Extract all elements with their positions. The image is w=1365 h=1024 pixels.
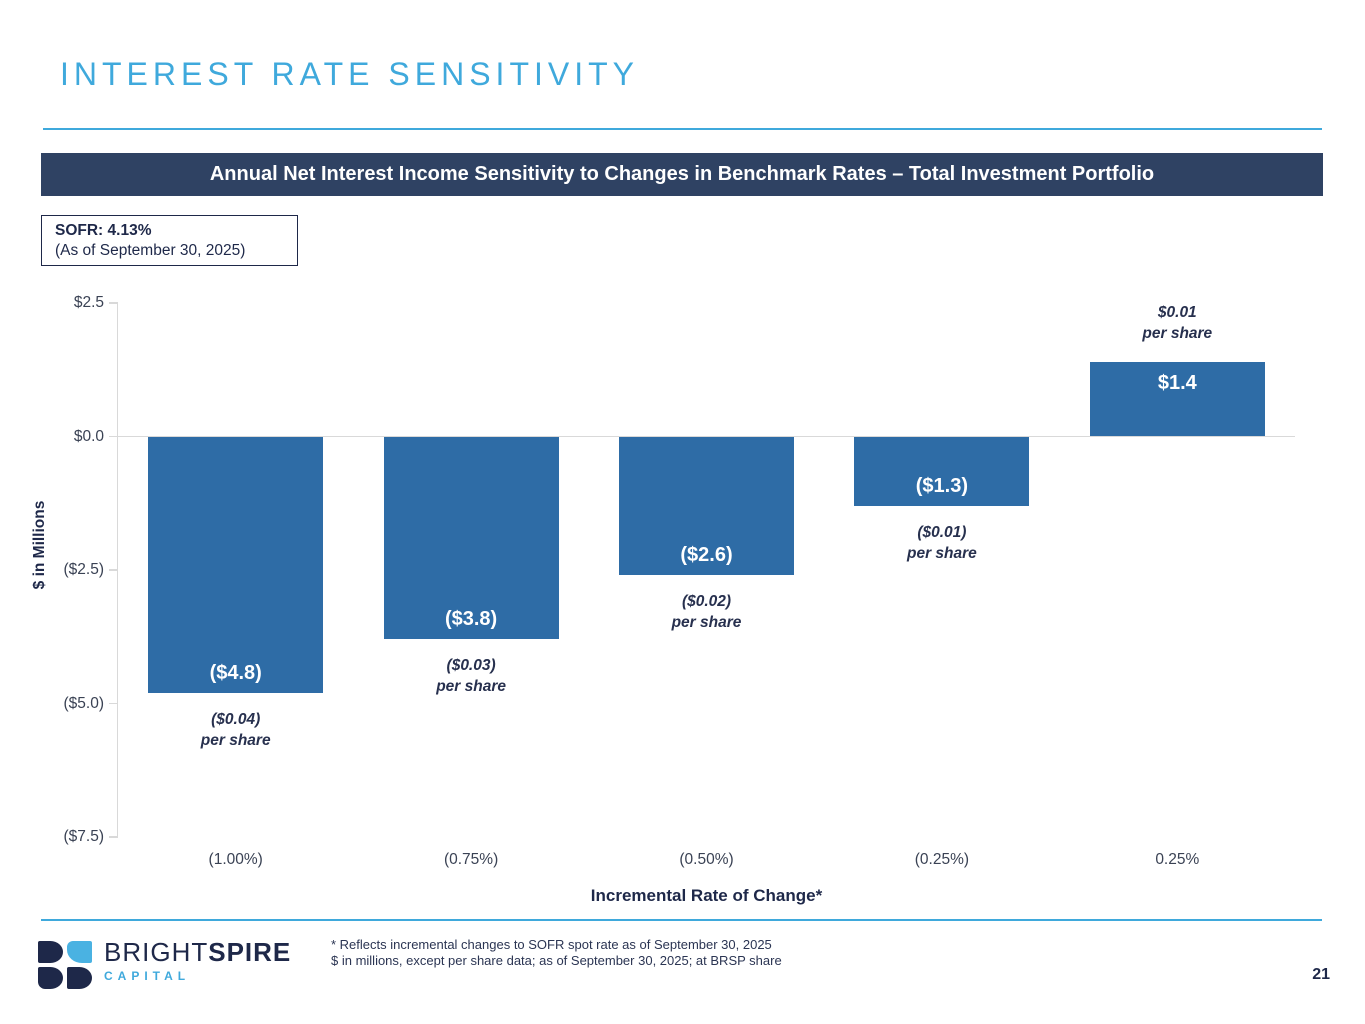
chart-title-banner: Annual Net Interest Income Sensitivity t…: [41, 153, 1323, 196]
logo-block-top-left: [38, 941, 63, 963]
y-tick-mark: [109, 435, 118, 438]
bar-value-label: ($4.8): [209, 661, 262, 684]
page-title: INTEREST RATE SENSITIVITY: [60, 56, 639, 92]
per-share-caption: per share: [436, 678, 506, 696]
logo-block-top-right: [67, 941, 92, 963]
per-share-caption: per share: [200, 731, 271, 749]
per-share-caption: per share: [671, 614, 742, 632]
brand-name: BRIGHTSPIRE: [104, 938, 291, 966]
y-tick-mark: [109, 702, 118, 705]
bar: ($3.8): [383, 436, 559, 640]
sofr-callout-box: SOFR: 4.13% (As of September 30, 2025): [41, 215, 298, 266]
bar: ($4.8): [148, 436, 324, 693]
footer-divider: [41, 919, 1322, 921]
per-share-caption: per share: [1142, 324, 1213, 342]
brand-capital: CAPITAL: [104, 969, 191, 983]
x-tick-label: (0.75%): [443, 851, 499, 868]
chart-title: Annual Net Interest Income Sensitivity t…: [209, 163, 1155, 185]
y-tick-mark: [109, 302, 118, 304]
x-axis-title: Incremental Rate of Change*: [590, 886, 823, 905]
title-divider: [43, 128, 1322, 130]
per-share-label: ($0.04) per share: [136, 709, 336, 751]
per-share-value: ($0.02): [681, 593, 732, 611]
bar-value-label: ($3.8): [444, 608, 498, 631]
footnote-millions: $ in millions, except per share data; as…: [331, 952, 782, 968]
y-tick-label: $0.0: [73, 427, 104, 445]
brand-bright: BRIGHT: [104, 937, 209, 967]
y-tick-label: ($2.5): [63, 561, 105, 578]
sofr-as-of-date: (As of September 30, 2025): [55, 242, 246, 259]
per-share-label: ($0.03) per share: [371, 655, 571, 697]
footnotes: * Reflects incremental changes to SOFR s…: [331, 937, 782, 968]
page-number: 21: [1312, 966, 1330, 983]
sofr-rate: SOFR: 4.13%: [55, 222, 152, 239]
per-share-label: ($0.02) per share: [607, 591, 807, 633]
per-share-value: ($0.04): [211, 710, 261, 728]
x-tick-label: 0.25%: [1155, 851, 1200, 868]
bar-value-label: ($2.6): [680, 544, 733, 567]
bar: ($2.6): [619, 436, 794, 576]
y-tick-mark: [109, 569, 118, 571]
per-share-value: $0.01: [1157, 303, 1197, 321]
bar: $1.4: [1089, 361, 1265, 437]
logo-block-bottom-left: [38, 967, 63, 989]
x-tick-label: (0.50%): [679, 851, 734, 868]
y-tick-label: $2.5: [73, 294, 104, 311]
logo-block-bottom-right: [67, 967, 92, 989]
brightspire-logo: BRIGHTSPIRE CAPITAL: [38, 938, 291, 989]
logo-text: BRIGHTSPIRE CAPITAL: [104, 938, 291, 983]
per-share-caption: per share: [906, 544, 977, 562]
brand-spire: SPIRE: [208, 937, 292, 967]
y-tick-label: ($5.0): [63, 694, 105, 712]
per-share-label: ($0.01) per share: [842, 522, 1042, 564]
brightspire-logo-icon: [38, 941, 92, 989]
bar-value-label: $1.4: [1157, 371, 1197, 394]
per-share-label: $0.01 per share: [1077, 302, 1277, 344]
x-tick-label: (0.25%): [914, 851, 970, 868]
x-tick-label: (1.00%): [208, 851, 263, 868]
y-tick-mark: [109, 836, 118, 838]
per-share-value: ($0.03): [446, 657, 496, 675]
per-share-value: ($0.01): [917, 523, 967, 541]
footnote-sofr: * Reflects incremental changes to SOFR s…: [331, 937, 772, 952]
y-tick-label: ($7.5): [63, 828, 105, 845]
bar: ($1.3): [854, 436, 1030, 506]
bar-value-label: ($1.3): [915, 474, 969, 497]
